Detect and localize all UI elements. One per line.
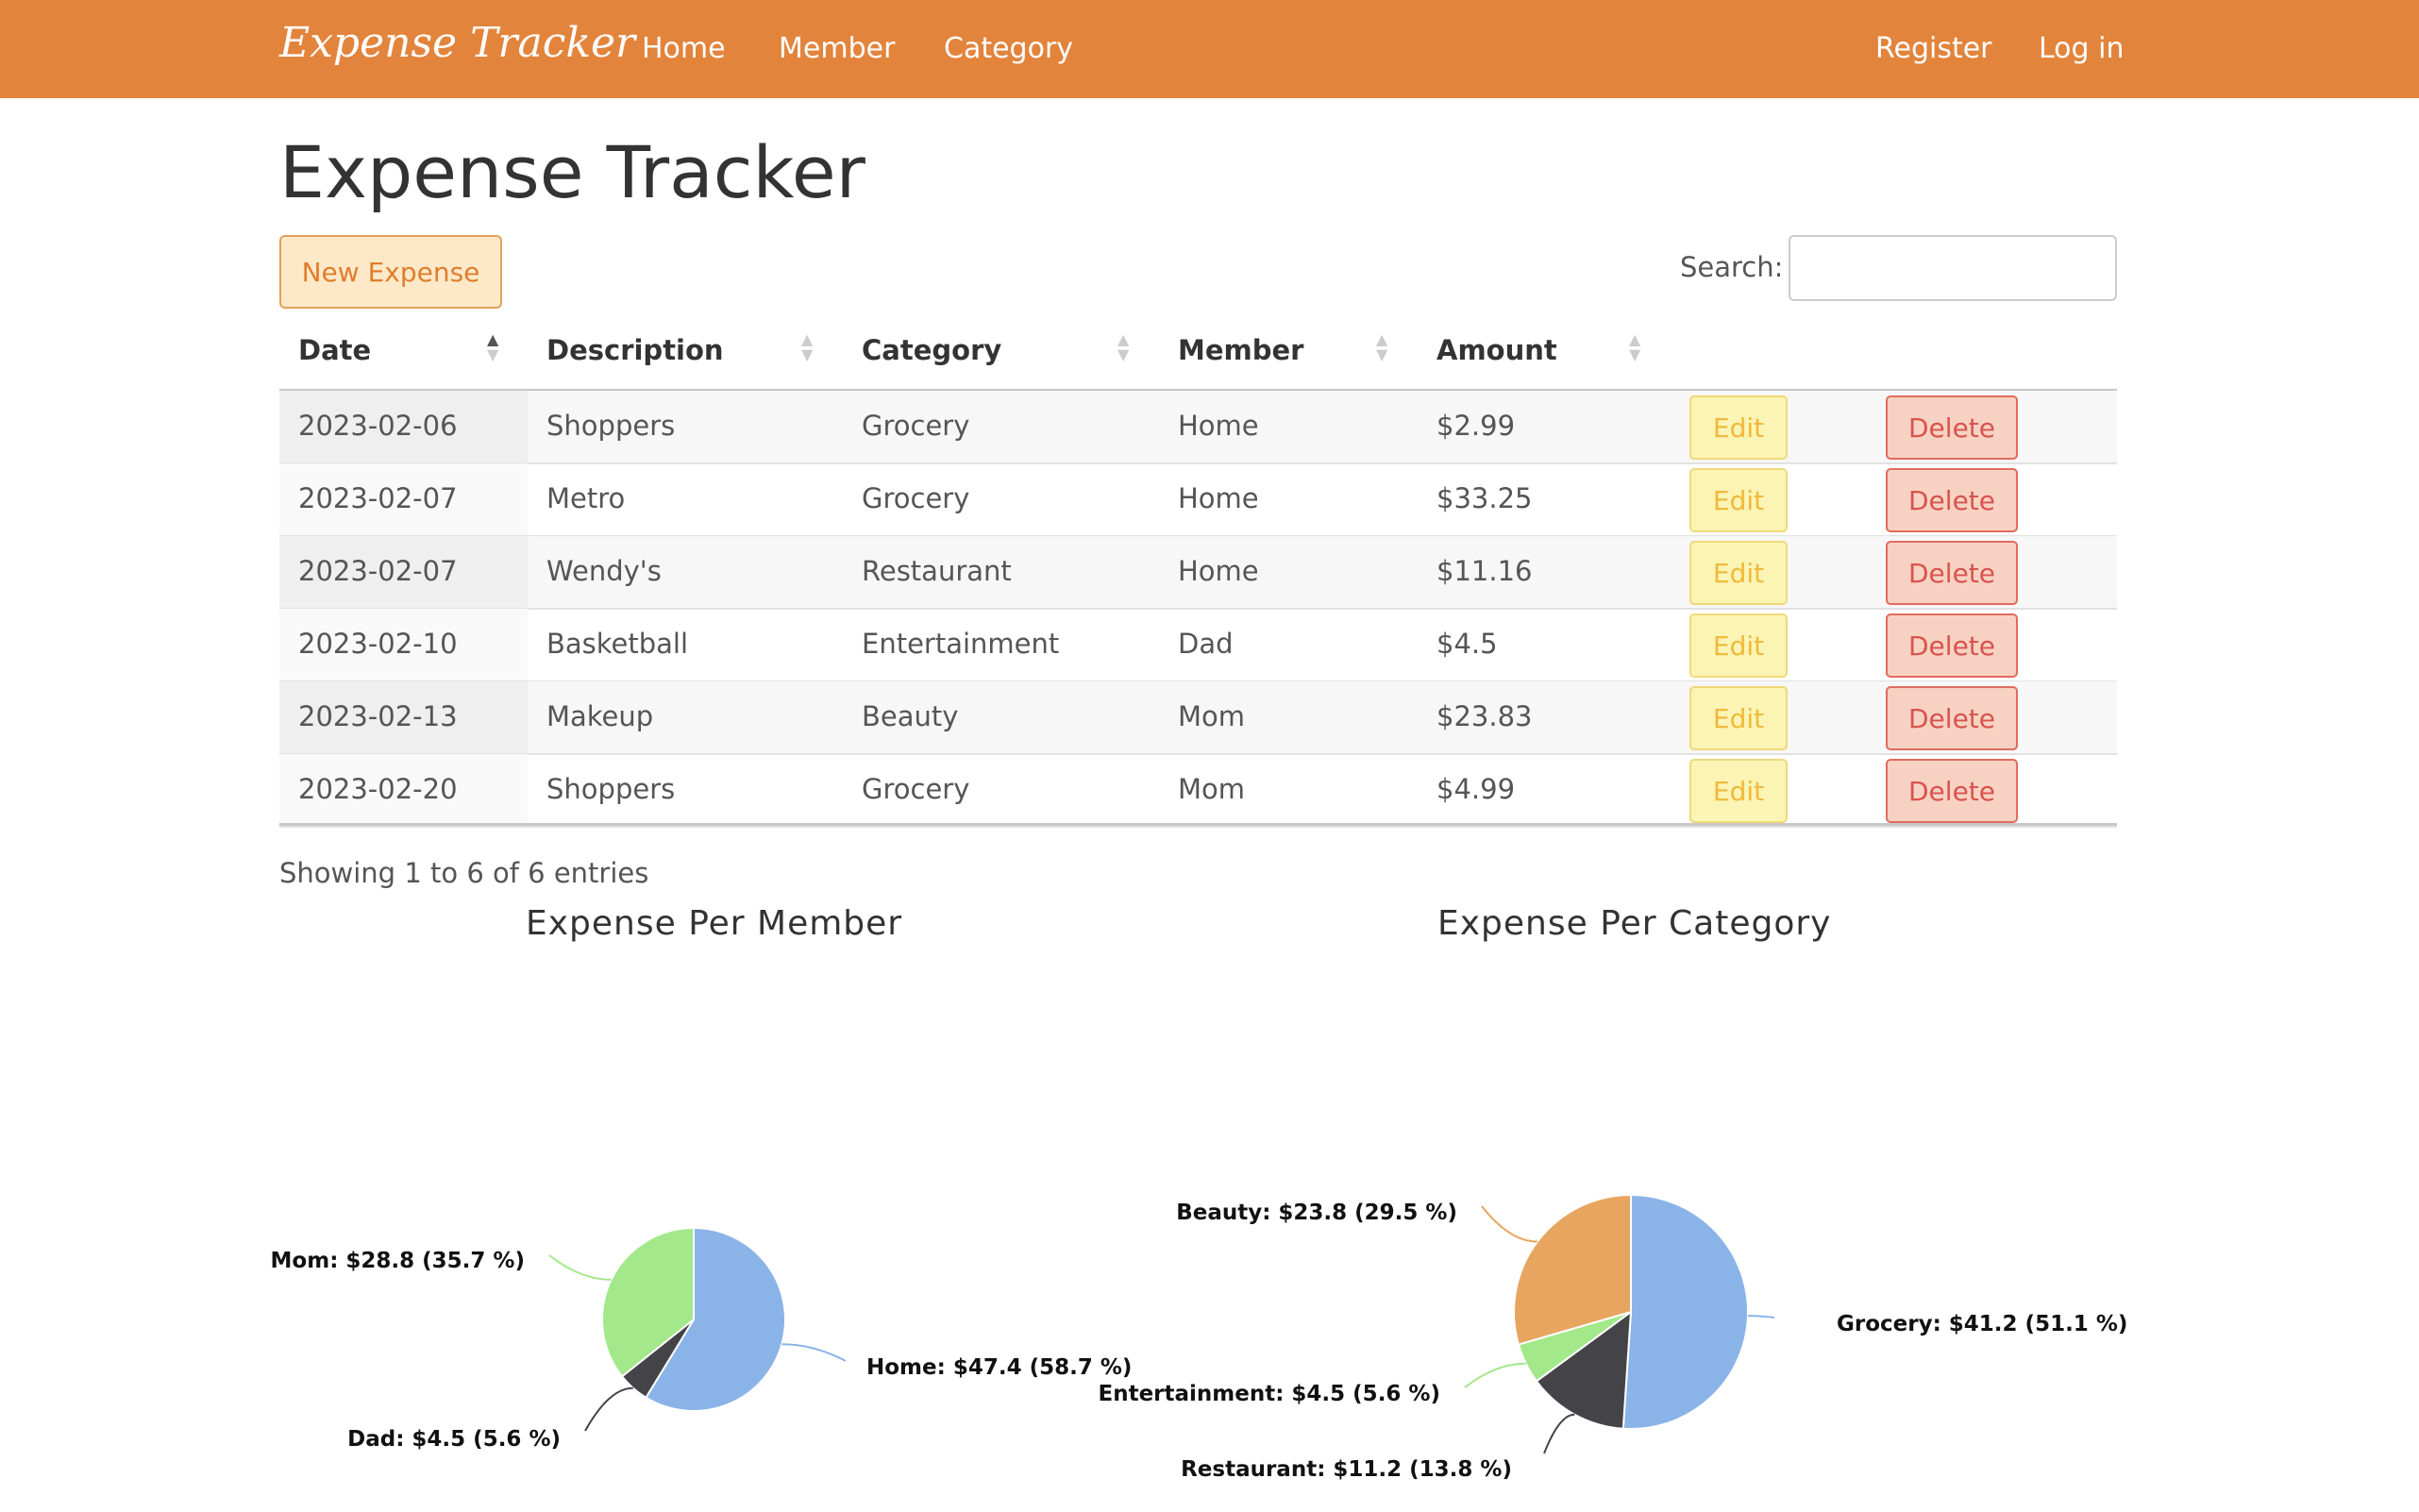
edit-button[interactable]: Edit — [1689, 468, 1788, 532]
table-row: 2023-02-07 Wendy's Restaurant Home $11.1… — [279, 536, 2117, 610]
new-expense-button[interactable]: New Expense — [279, 235, 502, 309]
pie-slice-mom[interactable] — [601, 1226, 695, 1378]
cell-date: 2023-02-20 — [298, 773, 458, 805]
chart-title-member: Expense Per Member — [526, 904, 903, 943]
cell-amount: $11.16 — [1436, 555, 1533, 587]
connector-line — [781, 1343, 847, 1362]
sort-icon: ▲ ▼ — [1376, 330, 1388, 363]
brand-logo[interactable]: Expense Tracker — [279, 19, 636, 67]
table-info: Showing 1 to 6 of 6 entries — [279, 857, 649, 889]
nav-member[interactable]: Member — [779, 32, 896, 65]
column-header-date[interactable]: Date — [298, 334, 372, 366]
cell-date: 2023-02-13 — [298, 700, 458, 732]
chart-title-category: Expense Per Category — [1437, 904, 1832, 943]
cell-member: Dad — [1178, 628, 1234, 660]
connector-line — [1543, 1413, 1575, 1454]
cell-date: 2023-02-07 — [298, 482, 458, 514]
search-label: Search: — [1680, 251, 1784, 283]
table-header: Date ▲ ▼ Description ▲ ▼ Category ▲ ▼ Membe… — [279, 321, 2117, 392]
cell-date: 2023-02-07 — [298, 555, 458, 587]
pie-slice-grocery[interactable] — [1621, 1193, 1749, 1430]
nav-login[interactable]: Log in — [2039, 32, 2125, 65]
connector-line — [1747, 1315, 1775, 1319]
data-label: Beauty: $23.8 (29.5 %) — [1176, 1201, 1457, 1225]
cell-member: Home — [1178, 410, 1259, 442]
cell-category: Beauty — [862, 700, 959, 732]
cell-description: Shoppers — [546, 773, 676, 805]
delete-button[interactable]: Delete — [1886, 395, 2018, 460]
data-label: Restaurant: $11.2 (13.8 %) — [1181, 1457, 1512, 1482]
pie-slice-beauty[interactable] — [1513, 1193, 1632, 1346]
page-title: Expense Tracker — [279, 130, 865, 214]
cell-member: Home — [1178, 555, 1259, 587]
delete-button[interactable]: Delete — [1886, 541, 2018, 605]
table-row: 2023-02-20 Shoppers Grocery Mom $4.99 Ed… — [279, 754, 2117, 828]
data-label: Dad: $4.5 (5.6 %) — [347, 1427, 561, 1452]
cell-member: Mom — [1178, 700, 1246, 732]
data-label: Entertainment: $4.5 (5.6 %) — [1098, 1382, 1440, 1406]
column-header-category[interactable]: Category — [862, 334, 1002, 366]
cell-member: Mom — [1178, 773, 1246, 805]
sort-icon: ▲ ▼ — [1629, 330, 1641, 363]
connector-line — [1464, 1362, 1526, 1388]
delete-button[interactable]: Delete — [1886, 468, 2018, 532]
table-bottom-border — [279, 823, 2117, 826]
cell-date: 2023-02-06 — [298, 410, 458, 442]
table-row: 2023-02-06 Shoppers Grocery Home $2.99 E… — [279, 391, 2117, 464]
delete-button[interactable]: Delete — [1886, 613, 2018, 678]
cell-description: Makeup — [546, 700, 654, 732]
cell-description: Wendy's — [546, 555, 662, 587]
data-label: Grocery: $41.2 (51.1 %) — [1837, 1312, 2127, 1336]
cell-amount: $2.99 — [1436, 410, 1516, 442]
edit-button[interactable]: Edit — [1689, 541, 1788, 605]
edit-button[interactable]: Edit — [1689, 613, 1788, 678]
cell-date: 2023-02-10 — [298, 628, 458, 660]
column-header-amount[interactable]: Amount — [1436, 334, 1557, 366]
table-row: 2023-02-13 Makeup Beauty Mom $23.83 Edit… — [279, 681, 2117, 755]
sort-icon: ▲ ▼ — [487, 330, 499, 363]
sort-icon: ▲ ▼ — [801, 330, 814, 363]
cell-amount: $4.99 — [1436, 773, 1516, 805]
cell-category: Grocery — [862, 482, 970, 514]
cell-description: Shoppers — [546, 410, 676, 442]
cell-member: Home — [1178, 482, 1259, 514]
edit-button[interactable]: Edit — [1689, 395, 1788, 460]
delete-button[interactable]: Delete — [1886, 686, 2018, 750]
delete-button[interactable]: Delete — [1886, 759, 2018, 823]
data-label: Home: $47.4 (58.7 %) — [866, 1355, 1132, 1380]
edit-button[interactable]: Edit — [1689, 759, 1788, 823]
nav-home[interactable]: Home — [642, 32, 726, 65]
cell-amount: $33.25 — [1436, 482, 1533, 514]
sort-icon: ▲ ▼ — [1117, 330, 1130, 363]
cell-category: Grocery — [862, 773, 970, 805]
cell-amount: $4.5 — [1436, 628, 1498, 660]
column-header-description[interactable]: Description — [546, 334, 724, 366]
search-input[interactable] — [1789, 235, 2117, 301]
cell-category: Grocery — [862, 410, 970, 442]
nav-register[interactable]: Register — [1875, 32, 1992, 65]
nav-category[interactable]: Category — [944, 32, 1074, 65]
connector-line — [1481, 1205, 1537, 1243]
table-row: 2023-02-07 Metro Grocery Home $33.25 Edi… — [279, 463, 2117, 537]
table-row: 2023-02-10 Basketball Entertainment Dad … — [279, 609, 2117, 682]
cell-category: Restaurant — [862, 555, 1012, 587]
connector-line — [584, 1386, 633, 1432]
edit-button[interactable]: Edit — [1689, 686, 1788, 750]
cell-amount: $23.83 — [1436, 700, 1533, 732]
cell-description: Metro — [546, 482, 626, 514]
connector-line — [548, 1254, 612, 1281]
column-header-member[interactable]: Member — [1178, 334, 1304, 366]
data-label: Mom: $28.8 (35.7 %) — [271, 1249, 525, 1273]
cell-category: Entertainment — [862, 628, 1060, 660]
cell-description: Basketball — [546, 628, 689, 660]
navbar: Expense Tracker Home Member Category Reg… — [0, 0, 2419, 98]
